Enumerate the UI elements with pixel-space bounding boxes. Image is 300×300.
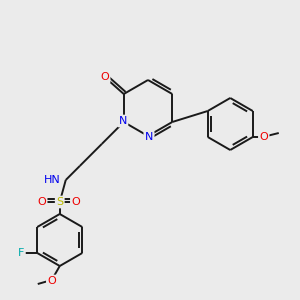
Text: O: O xyxy=(47,276,56,286)
Text: O: O xyxy=(260,132,268,142)
Text: N: N xyxy=(118,116,127,126)
Text: O: O xyxy=(100,72,109,82)
Text: S: S xyxy=(56,197,63,207)
Text: O: O xyxy=(38,197,46,207)
Text: HN: HN xyxy=(44,175,61,185)
Text: N: N xyxy=(145,132,153,142)
Text: F: F xyxy=(18,248,24,258)
Text: O: O xyxy=(71,197,80,207)
